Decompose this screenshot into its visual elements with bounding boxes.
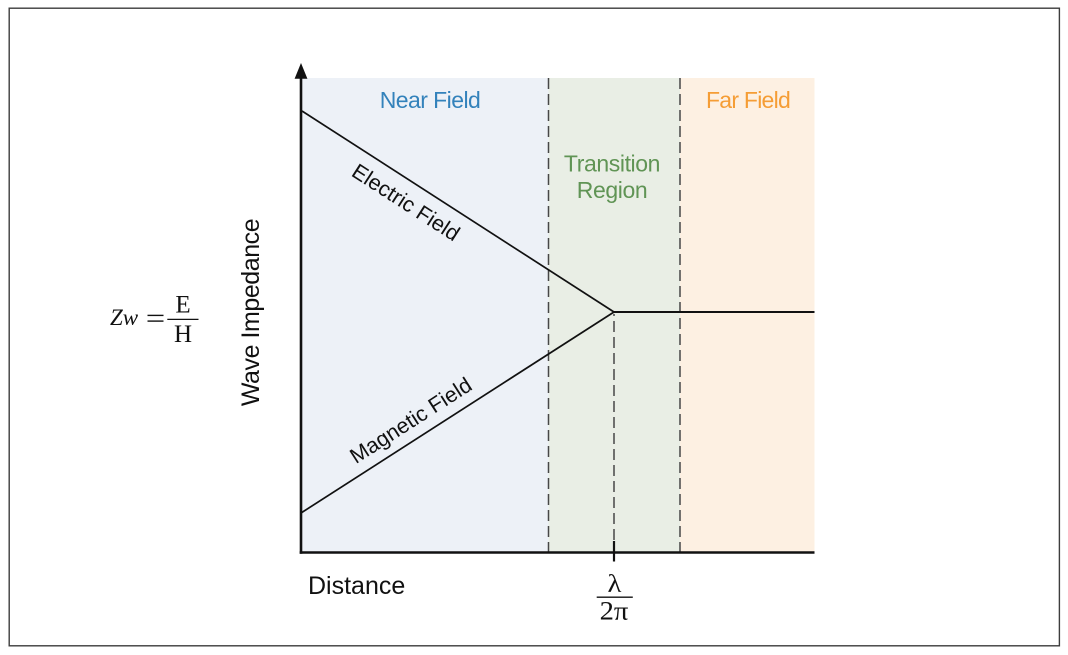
- svg-text:H: H: [174, 321, 192, 348]
- svg-text:Wave Impedance: Wave Impedance: [237, 219, 265, 406]
- svg-text:Zw: Zw: [110, 305, 139, 330]
- svg-text:2π: 2π: [600, 596, 629, 625]
- svg-text:Far Field: Far Field: [706, 87, 790, 113]
- svg-text:Near Field: Near Field: [380, 87, 481, 113]
- svg-text:E: E: [175, 291, 190, 318]
- svg-text:Distance: Distance: [308, 572, 405, 600]
- svg-text:Region: Region: [577, 177, 648, 203]
- svg-text:λ: λ: [608, 570, 622, 598]
- svg-text:Transition: Transition: [564, 151, 660, 177]
